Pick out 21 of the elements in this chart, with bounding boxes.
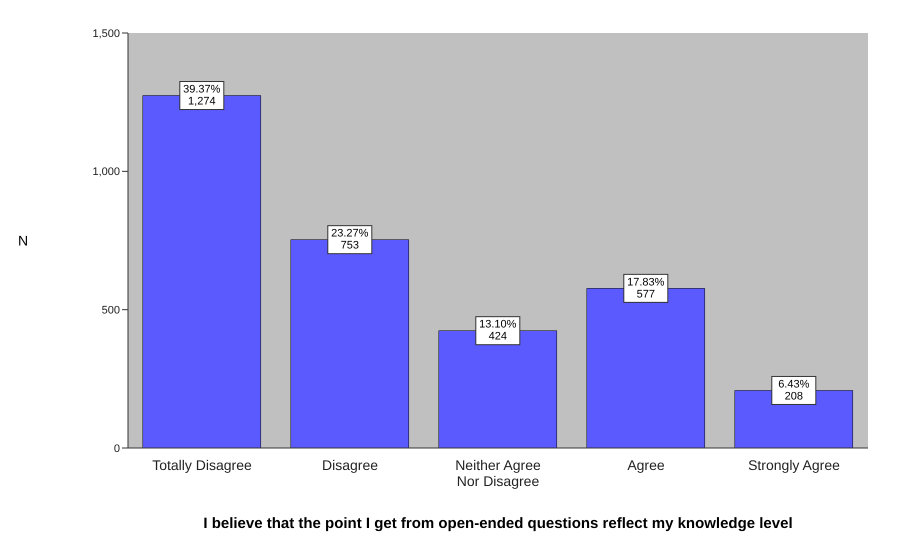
bar — [290, 239, 410, 448]
data-label: 6.43% 208 — [778, 378, 810, 402]
y-tick-label: 500 — [102, 304, 120, 317]
x-tick-label: Totally Disagree — [152, 457, 252, 473]
y-tick-label: 1,000 — [92, 166, 120, 178]
x-tick-label: Disagree — [322, 457, 378, 473]
y-tick-label: 1,500 — [92, 28, 120, 40]
bar — [142, 95, 262, 448]
y-axis-title: N — [18, 232, 28, 248]
data-label: 17.83% 577 — [627, 276, 665, 300]
data-label: 39.37% 1,274 — [183, 84, 221, 108]
bar — [438, 330, 558, 448]
y-tick-label: 0 — [114, 442, 120, 455]
x-tick-label: Strongly Agree — [748, 457, 840, 473]
data-label: 13.10% 424 — [479, 318, 517, 343]
data-label: 23.27% 753 — [331, 228, 369, 252]
x-tick-label: Agree — [627, 457, 665, 473]
x-axis-title: I believe that the point I get from open-ended questions reflect my knowledge level — [203, 515, 793, 532]
bar — [734, 390, 854, 448]
x-tick-label: Neither Agree Nor Disagree — [455, 457, 542, 489]
bar — [586, 288, 706, 448]
